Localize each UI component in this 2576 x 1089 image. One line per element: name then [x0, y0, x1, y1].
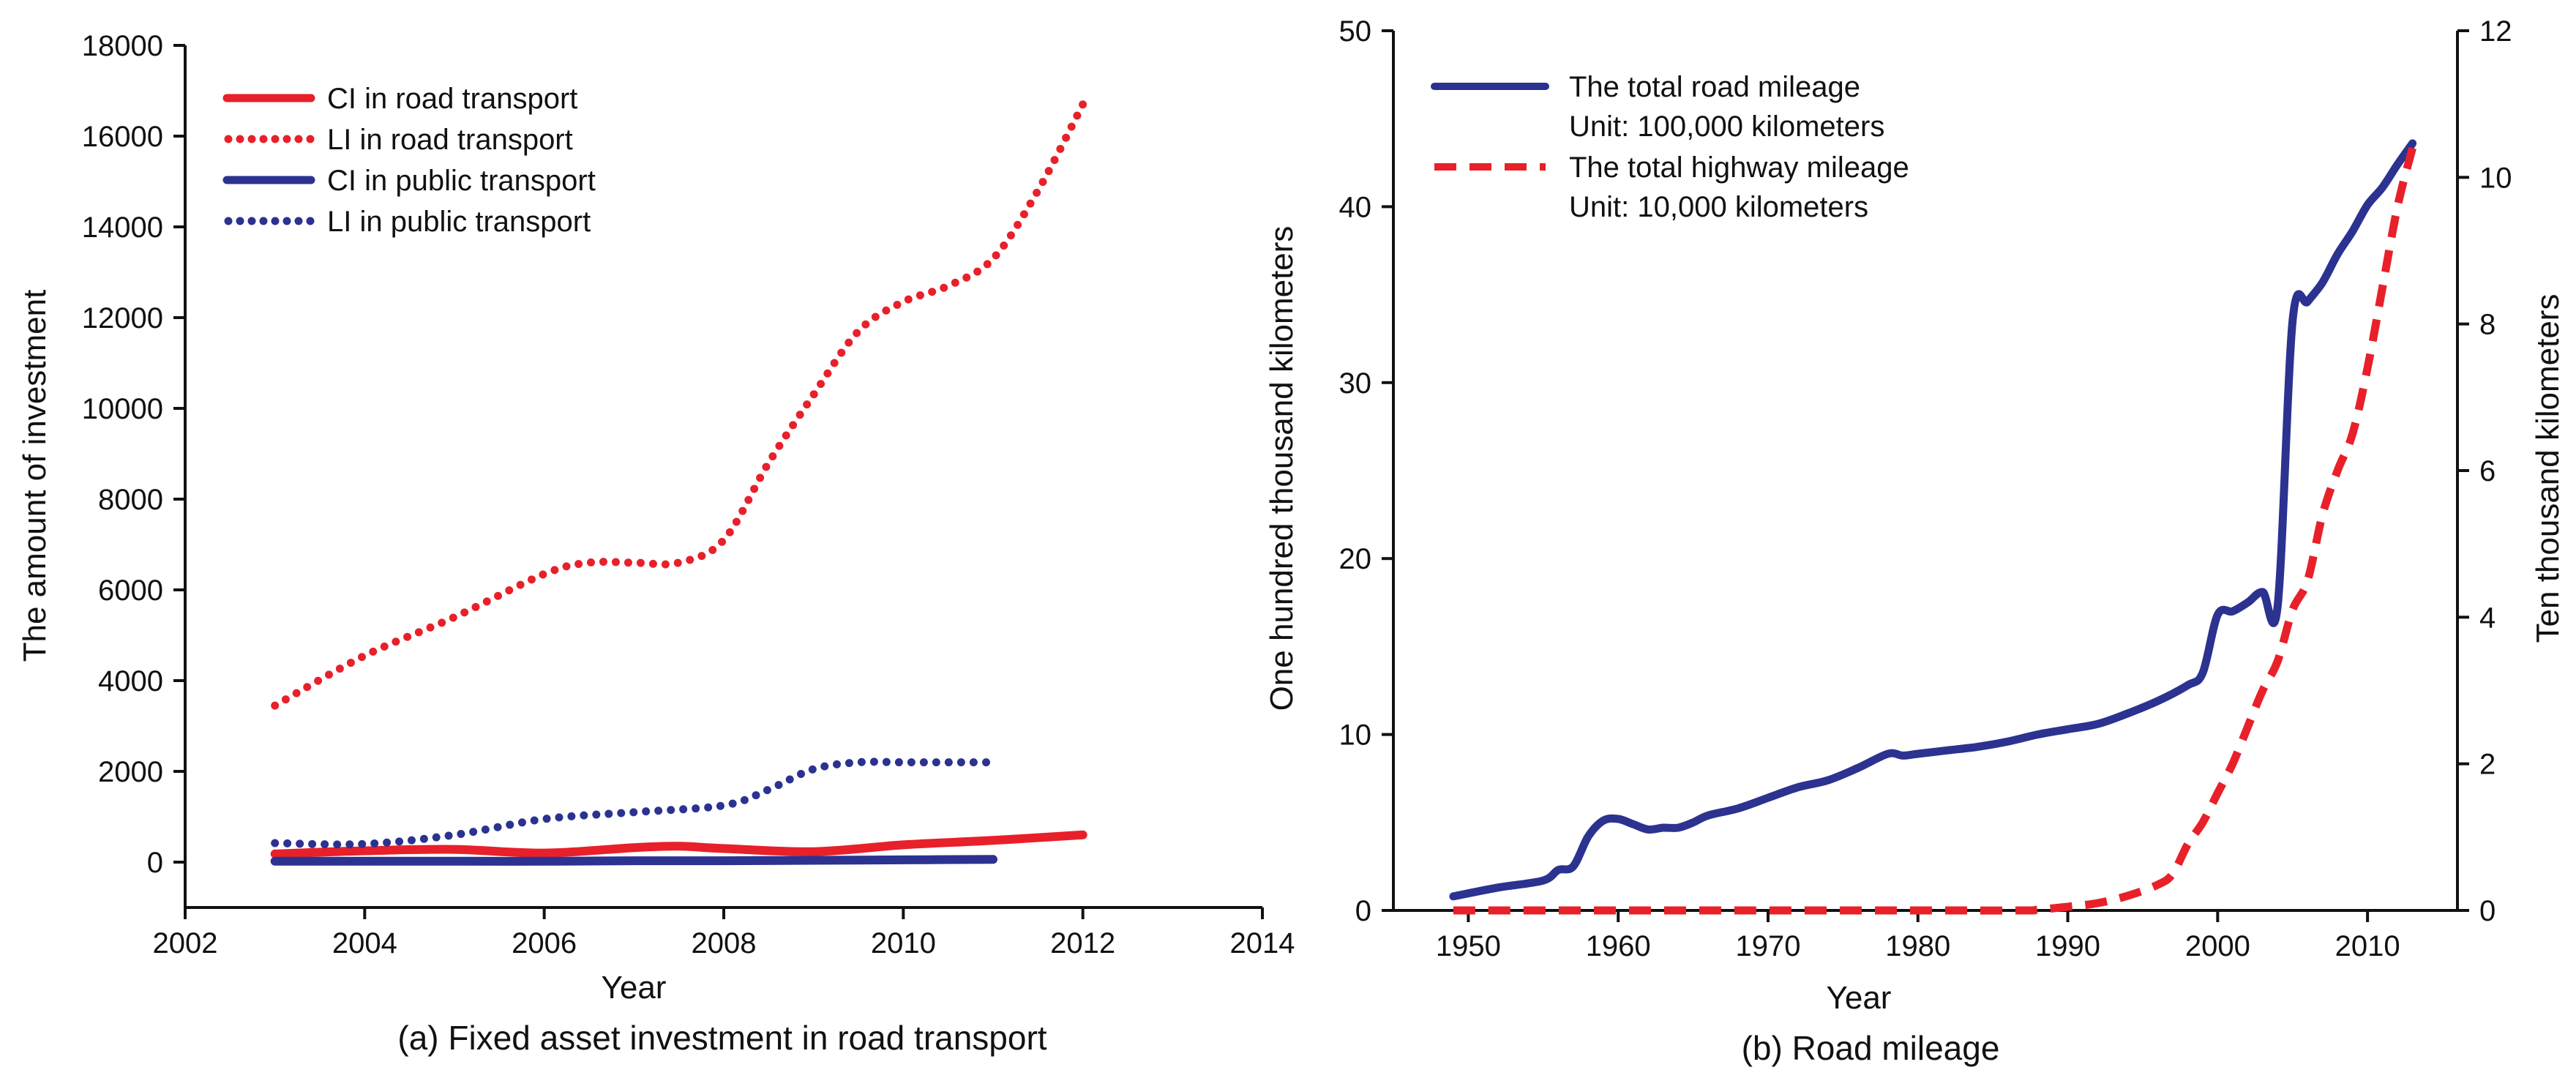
x-tick-label: 1950: [1436, 930, 1501, 962]
legend-label-li-public: LI in public transport: [327, 206, 591, 238]
legend-unit-highway-mileage: Unit: 10,000 kilometers: [1569, 191, 1868, 223]
panel-b-left-label: One hundred thousand kilometers: [1264, 226, 1300, 711]
y-tick-label: 10000: [82, 393, 163, 425]
panel-b-x-ticks: 1950 1960 1970 1980 1990 2000 2010: [1436, 910, 2400, 962]
series-line-li-in-public-transport: [271, 757, 997, 849]
panel-b-left-ticks: 0 10 20 30 40 50: [1339, 15, 1393, 927]
legend-label-ci-public: CI in public transport: [327, 165, 596, 197]
panel-b-right-ticks: 0 2 4 6 8 10 12: [2457, 15, 2512, 927]
panel-b-caption: (b) Road mileage: [1742, 1029, 2000, 1067]
series-line-ci-in-road-transport: [270, 830, 1087, 858]
right-tick-label: 0: [2479, 895, 2496, 927]
panel-b-x-label: Year: [1827, 980, 1892, 1016]
y-tick-label: 16000: [82, 121, 163, 153]
x-tick-label: 2000: [2185, 930, 2250, 962]
right-tick-label: 2: [2479, 749, 2496, 781]
x-tick-label: 1980: [1885, 930, 1950, 962]
y-tick-label: 2000: [98, 756, 163, 788]
y-tick-label: 18000: [82, 30, 163, 62]
y-tick-label: 0: [147, 847, 163, 879]
legend-label-li-road: LI in road transport: [327, 124, 573, 156]
x-tick-label: 2006: [512, 927, 577, 959]
y-tick-label: 8000: [98, 484, 163, 516]
x-tick-label: 1970: [1735, 930, 1800, 962]
legend-unit-road-mileage: Unit: 100,000 kilometers: [1569, 111, 1884, 143]
series-line-ci-in-public-transport: [270, 855, 997, 866]
panel-a-x-ticks: 2002 2004 2006 2008 2010 2012 2014: [153, 908, 1295, 959]
legend-label-ci-road: CI in road transport: [327, 83, 577, 115]
panel-b-series: [1449, 139, 2417, 915]
x-tick-label: 1960: [1586, 930, 1651, 962]
x-tick-label: 2002: [153, 927, 218, 959]
left-tick-label: 40: [1339, 191, 1372, 223]
y-tick-label: 6000: [98, 575, 163, 607]
y-tick-label: 12000: [82, 302, 163, 334]
series-line-the-total-road-mileage: [1449, 139, 2417, 901]
panel-a-y-label: The amount of investment: [17, 290, 53, 662]
panel-b-right-label: Ten thousand kilometers: [2530, 294, 2566, 643]
x-tick-label: 2004: [332, 927, 397, 959]
panel-a-caption: (a) Fixed asset investment in road trans…: [397, 1019, 1046, 1057]
legend-label-highway-mileage: The total highway mileage: [1569, 151, 1909, 184]
left-tick-label: 50: [1339, 15, 1372, 48]
left-tick-label: 10: [1339, 719, 1372, 752]
y-tick-label: 4000: [98, 665, 163, 697]
series-line-li-in-road-transport: [271, 100, 1087, 710]
x-tick-label: 2012: [1050, 927, 1115, 959]
right-tick-label: 10: [2479, 162, 2512, 194]
x-tick-label: 2014: [1230, 927, 1295, 959]
panel-a-legend: CI in road transport LI in road transpor…: [222, 83, 596, 238]
x-tick-label: 2010: [2335, 930, 2400, 962]
left-tick-label: 0: [1355, 895, 1371, 927]
series-line-the-total-highway-mileage: [1453, 146, 2416, 915]
panel-b-legend: The total road mileage Unit: 100,000 kil…: [1431, 71, 1909, 223]
right-tick-label: 6: [2479, 455, 2496, 487]
panel-a: 0 2000 4000 6000 8000 10000 12000 14000 16000 180…: [17, 30, 1295, 1057]
right-tick-label: 12: [2479, 15, 2512, 48]
x-tick-label: 2010: [871, 927, 936, 959]
right-tick-label: 8: [2479, 309, 2496, 341]
legend-label-road-mileage: The total road mileage: [1569, 71, 1860, 103]
x-tick-label: 1990: [2035, 930, 2100, 962]
y-tick-label: 14000: [82, 212, 163, 244]
x-tick-label: 2008: [692, 927, 757, 959]
right-tick-label: 4: [2479, 602, 2496, 634]
panel-a-series: [270, 100, 1087, 866]
panel-a-x-label: Year: [602, 970, 667, 1006]
panel-a-y-ticks: 0 2000 4000 6000 8000 10000 12000 14000 16000 180…: [82, 30, 185, 879]
left-tick-label: 30: [1339, 367, 1372, 400]
left-tick-label: 20: [1339, 543, 1372, 575]
